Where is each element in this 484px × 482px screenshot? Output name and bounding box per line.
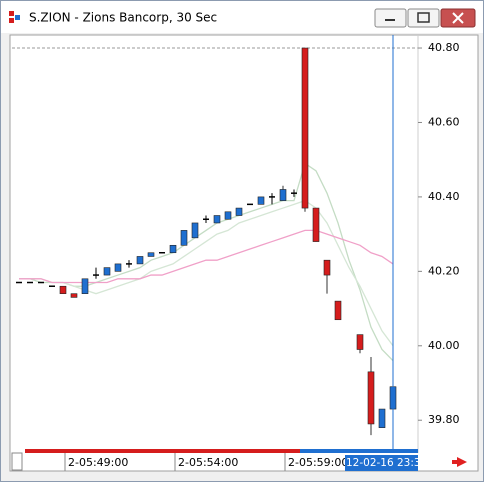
x-tick-label: 2-05:49:00 [68, 456, 128, 469]
chart-panel [9, 34, 479, 472]
crosshair-label-box [345, 455, 418, 471]
crosshair-label: 12-02-16 23:34:00 [346, 457, 444, 469]
average-line [19, 162, 394, 362]
scroll-bar-view[interactable] [300, 449, 418, 453]
candle-body [114, 263, 122, 272]
candle-body [257, 196, 265, 205]
maximize-button[interactable] [407, 8, 440, 28]
candle-body [334, 300, 342, 321]
candle-body [301, 47, 309, 209]
candle-body [169, 244, 177, 254]
candle-body [235, 207, 243, 216]
y-tick-label: 40.00 [428, 339, 460, 352]
candle-body [224, 211, 232, 220]
y-tick-label: 40.60 [428, 115, 460, 128]
candle-body [191, 222, 199, 239]
candle-body [356, 334, 364, 350]
y-tick-label: 40.40 [428, 190, 460, 203]
app-icon [9, 11, 20, 23]
y-tick-label: 40.80 [428, 41, 460, 54]
candle-body [70, 293, 78, 298]
candle-body [147, 252, 155, 257]
average-line [19, 229, 394, 284]
candle-body [136, 256, 144, 265]
scroll-box[interactable] [11, 452, 23, 471]
window-title: S.ZION - Zions Bancorp, 30 Sec [29, 11, 217, 25]
candle-body [279, 189, 287, 201]
scroll-arrow[interactable] [452, 457, 467, 467]
plot: 39.80 40.00 40.20 40.40 40.60 40.80 2-05:49:00… [16, 41, 460, 471]
candle-body [323, 259, 331, 276]
y-tick-label: 40.20 [428, 264, 460, 277]
minimize-button[interactable] [374, 8, 407, 28]
candle-body [367, 371, 375, 425]
y-tick-label: 39.80 [428, 413, 460, 426]
candle-body [180, 230, 188, 246]
candle-body [378, 408, 386, 428]
close-button[interactable] [440, 8, 476, 28]
x-tick-label: 2-05:59:00 [288, 456, 348, 469]
scroll-bar-history [25, 449, 300, 453]
average-line [19, 199, 394, 347]
candle-body [59, 285, 67, 294]
x-tick-label: 2-05:54:00 [178, 456, 238, 469]
candle-body [103, 267, 111, 276]
candle-body [312, 207, 320, 242]
candle-body [81, 278, 89, 294]
candle-body [213, 215, 221, 224]
